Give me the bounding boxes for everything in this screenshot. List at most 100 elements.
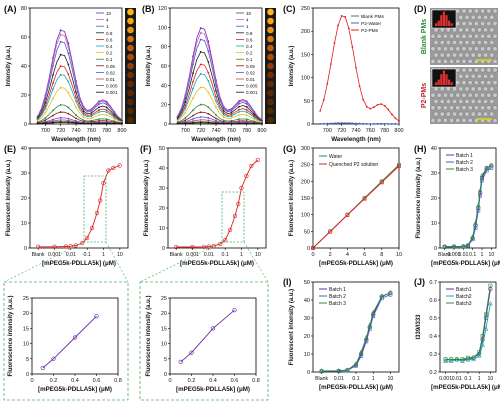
particle xyxy=(492,21,498,26)
data-point xyxy=(67,80,70,83)
y-tick-label: 50 xyxy=(304,229,310,235)
vial-spot xyxy=(127,26,134,34)
x-tick-label: 700 xyxy=(181,128,190,134)
legend-label: 0.001 xyxy=(106,90,118,95)
series-line xyxy=(177,32,263,121)
series-line xyxy=(445,285,491,360)
vial-spot xyxy=(267,107,274,115)
data-point xyxy=(207,117,210,119)
series-line xyxy=(444,165,492,247)
data-point xyxy=(207,91,210,94)
histogram-bar xyxy=(440,15,443,26)
particle xyxy=(442,92,448,98)
data-point xyxy=(59,104,62,106)
x-tick-label: 0.001 xyxy=(48,252,61,258)
particle xyxy=(476,73,482,79)
y-tick-label: 10 xyxy=(304,352,310,358)
particle xyxy=(467,8,473,14)
data-point xyxy=(367,322,373,327)
y-tick-label: 40 xyxy=(159,166,165,172)
y-tick-label: 10 xyxy=(431,221,437,227)
histogram-bar xyxy=(450,82,453,85)
y-tick-label: 0.4 xyxy=(429,334,437,340)
data-point xyxy=(199,118,202,121)
y-tick-label: 80 xyxy=(161,45,167,51)
particle xyxy=(442,118,448,123)
particle xyxy=(470,40,476,45)
data-point xyxy=(480,342,485,347)
legend-label: Batch 1 xyxy=(329,287,346,293)
particle xyxy=(461,21,467,26)
y-tick-label: 20 xyxy=(21,196,27,202)
particle xyxy=(492,67,498,73)
particle xyxy=(480,67,485,73)
data-point xyxy=(52,65,54,67)
x-tick-label: Blank xyxy=(170,252,183,258)
vial-spot xyxy=(127,71,134,79)
data-point xyxy=(465,242,471,247)
x-tick-label: 0.4 xyxy=(209,378,217,384)
particle xyxy=(445,86,451,92)
panel-letter-E: (E) xyxy=(4,144,16,154)
data-point xyxy=(59,119,62,121)
particle xyxy=(436,92,442,98)
histogram-bar xyxy=(445,74,448,85)
x-tick-label: 760 xyxy=(366,128,375,134)
y-tick-label: 0.2 xyxy=(429,370,437,376)
x-tick-label: 0.01 xyxy=(204,252,214,258)
data-point xyxy=(488,283,493,288)
vial-spot xyxy=(127,62,134,70)
series-line xyxy=(37,87,123,123)
particle xyxy=(486,67,492,73)
particle xyxy=(464,99,470,104)
series-line xyxy=(444,167,492,248)
vial-spot xyxy=(267,35,274,43)
y-tick-label: 40 xyxy=(21,64,27,70)
x-axis-label: [mPEG5k-PDLLA5k] (μM) xyxy=(42,260,116,267)
data-point xyxy=(44,107,47,110)
particle xyxy=(442,33,448,39)
particle xyxy=(461,46,467,52)
data-point xyxy=(85,235,90,241)
x-axis-label: Wavelength (nm) xyxy=(331,136,381,143)
particle xyxy=(461,118,467,123)
particle xyxy=(445,111,451,117)
data-point xyxy=(184,97,187,100)
data-point xyxy=(249,163,254,169)
legend-label: 0.6 xyxy=(106,37,113,42)
series-line xyxy=(319,15,400,122)
data-point xyxy=(461,243,466,248)
data-point xyxy=(358,349,364,354)
x-tick-label: 740 xyxy=(211,128,220,134)
data-point xyxy=(215,84,217,87)
data-point xyxy=(178,359,183,364)
data-point xyxy=(222,113,225,116)
particle xyxy=(473,92,479,98)
data-point xyxy=(98,109,100,111)
y-axis-label: Intensity (a.u.) xyxy=(146,46,152,87)
y-tick-label: 250 xyxy=(301,163,310,169)
particle xyxy=(486,8,492,14)
series-line xyxy=(180,309,235,363)
data-point xyxy=(232,213,238,219)
data-point xyxy=(245,111,248,113)
particle xyxy=(467,80,473,86)
data-point xyxy=(67,52,70,54)
particle xyxy=(464,86,470,92)
legend-label: 0.1 xyxy=(246,57,253,62)
data-point xyxy=(319,368,324,373)
zoom-box xyxy=(83,175,107,243)
particle xyxy=(476,52,482,58)
x-tick-label: 0.1 xyxy=(222,252,229,258)
particle xyxy=(473,33,479,39)
data-point xyxy=(67,117,70,120)
data-point xyxy=(473,220,478,225)
particle xyxy=(458,86,464,92)
data-point xyxy=(227,227,233,233)
x-tick-label: 800 xyxy=(117,128,126,134)
particle xyxy=(461,92,467,98)
histogram-bar xyxy=(437,79,440,85)
y-tick-label: 200 xyxy=(301,29,310,35)
data-point xyxy=(105,122,108,125)
y-tick-label: 20 xyxy=(304,334,310,340)
